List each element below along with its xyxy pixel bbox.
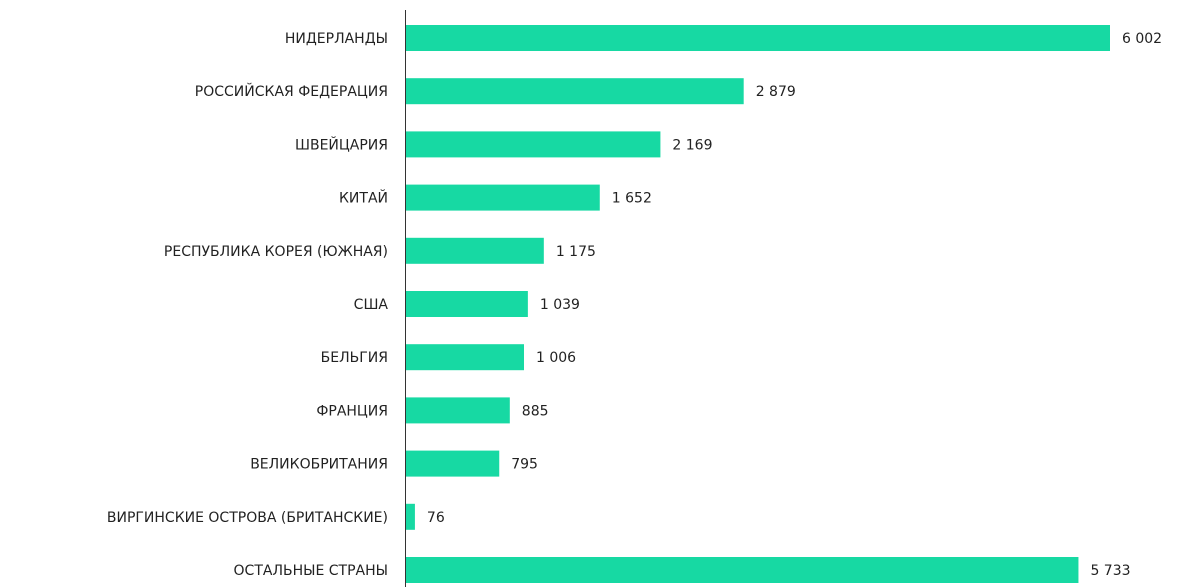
category-label: РЕСПУБЛИКА КОРЕЯ (ЮЖНАЯ) [164, 244, 388, 260]
value-label: 2 879 [756, 84, 796, 100]
bar [406, 503, 415, 530]
bar [406, 557, 1079, 583]
bar [406, 237, 544, 264]
category-label: США [354, 297, 389, 313]
category-label: БЕЛЬГИЯ [321, 350, 388, 366]
category-label: ОСТАЛЬНЫЕ СТРАНЫ [234, 563, 388, 579]
category-label: НИДЕРЛАНДЫ [285, 31, 388, 47]
category-label: ШВЕЙЦАРИЯ [295, 135, 388, 153]
value-label: 1 006 [536, 350, 576, 366]
category-label: КИТАЙ [339, 189, 388, 207]
bar [406, 78, 744, 105]
category-label: РОССИЙСКАЯ ФЕДЕРАЦИЯ [195, 82, 388, 100]
bar [406, 131, 661, 158]
value-label: 1 175 [556, 244, 596, 260]
value-label: 2 169 [672, 137, 712, 153]
value-label: 6 002 [1122, 31, 1162, 47]
bar [406, 291, 528, 317]
category-label: ВЕЛИКОБРИТАНИЯ [250, 457, 388, 473]
value-label: 795 [511, 457, 538, 473]
value-label: 885 [522, 403, 549, 419]
bar [406, 25, 1110, 51]
category-label: ВИРГИНСКИЕ ОСТРОВА (БРИТАНСКИЕ) [107, 510, 388, 526]
value-label: 1 652 [612, 191, 652, 207]
bar [406, 344, 524, 371]
value-label: 5 733 [1090, 563, 1130, 579]
bar [406, 397, 510, 424]
value-label: 76 [427, 510, 445, 526]
bar [406, 450, 500, 477]
category-label: ФРАНЦИЯ [316, 403, 388, 419]
bar [406, 184, 600, 211]
value-label: 1 039 [540, 297, 580, 313]
